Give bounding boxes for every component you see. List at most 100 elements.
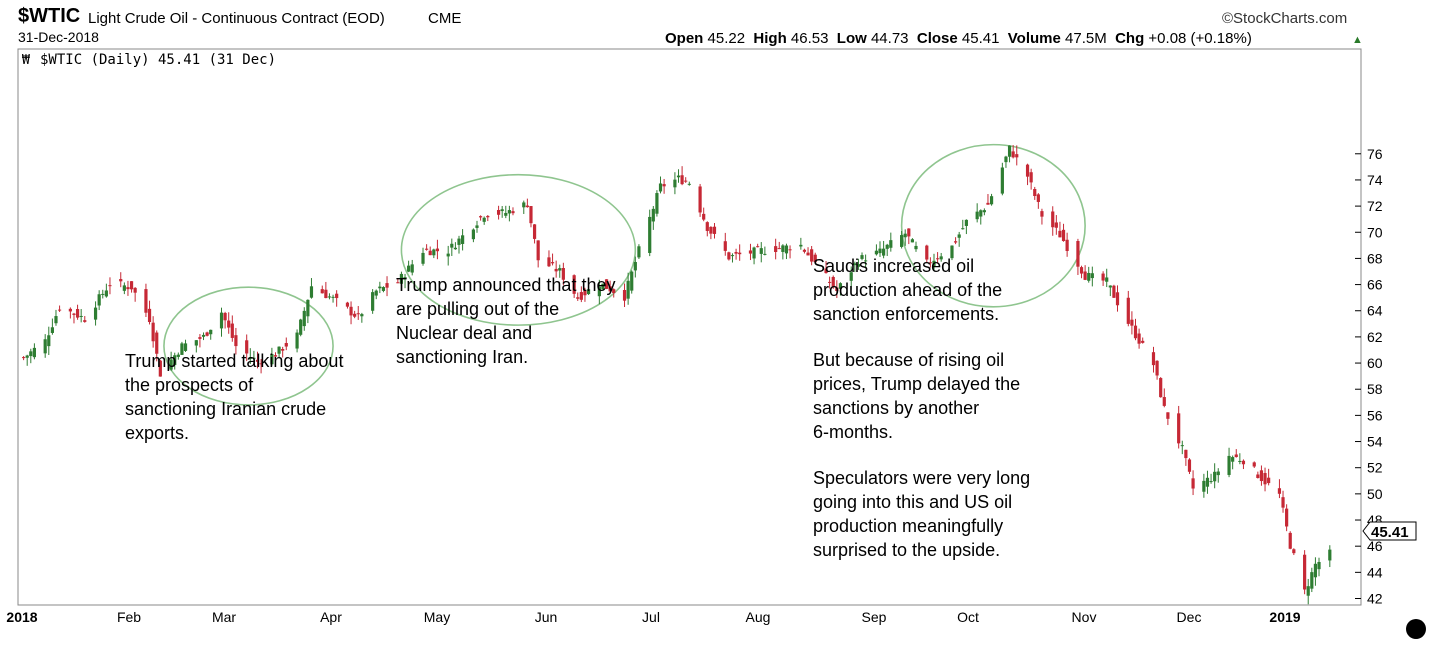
candle-body bbox=[925, 245, 929, 260]
candle-body bbox=[302, 310, 306, 327]
close-label: Close bbox=[916, 30, 958, 47]
candle-body bbox=[425, 248, 429, 250]
y-tick-label: 64 bbox=[1367, 303, 1383, 319]
candle-body bbox=[658, 183, 663, 192]
candle-body bbox=[648, 216, 652, 253]
candle-body bbox=[630, 271, 634, 291]
candle-body bbox=[194, 340, 198, 346]
candle-body bbox=[1004, 156, 1008, 163]
candle-body bbox=[1029, 172, 1033, 183]
candle-body bbox=[309, 286, 314, 298]
candle-body bbox=[702, 213, 706, 220]
candle-body bbox=[457, 238, 461, 245]
candle-body bbox=[1051, 211, 1055, 228]
candle-body bbox=[129, 281, 134, 290]
y-tick-label: 76 bbox=[1367, 146, 1383, 162]
candle-body bbox=[396, 282, 400, 284]
candle-body bbox=[378, 286, 382, 289]
candle-body bbox=[381, 287, 386, 291]
candle-body bbox=[1076, 241, 1080, 267]
candle-body bbox=[561, 268, 565, 280]
candle-body bbox=[1317, 561, 1321, 570]
candle-body bbox=[248, 357, 252, 359]
y-tick-label: 46 bbox=[1367, 538, 1383, 554]
candle-body bbox=[1288, 532, 1292, 549]
candle-body bbox=[864, 260, 868, 262]
candle-body bbox=[245, 340, 249, 354]
candle-body bbox=[234, 335, 238, 347]
candle-body bbox=[410, 264, 414, 273]
candle-body bbox=[698, 186, 702, 213]
x-tick-label: Apr bbox=[320, 609, 342, 625]
candle-body bbox=[1213, 471, 1217, 482]
candle-body bbox=[428, 250, 432, 256]
candle-body bbox=[1090, 273, 1094, 279]
candle-body bbox=[979, 210, 983, 217]
candle-body bbox=[97, 294, 101, 306]
candle-body bbox=[1227, 455, 1231, 475]
candle-body bbox=[327, 296, 332, 298]
candle-body bbox=[1137, 333, 1141, 344]
candle-body bbox=[349, 306, 353, 316]
candle-body bbox=[1231, 457, 1235, 462]
candle-body bbox=[1087, 272, 1091, 281]
candle-body bbox=[1285, 508, 1289, 527]
candle-body bbox=[784, 245, 789, 254]
y-tick-label: 44 bbox=[1367, 564, 1383, 580]
candle-body bbox=[356, 313, 360, 315]
candle-body bbox=[932, 260, 936, 267]
legend-text: $WTIC (Daily) 45.41 (31 Dec) bbox=[40, 52, 276, 68]
candle-body bbox=[633, 261, 637, 271]
candle-body bbox=[471, 229, 475, 240]
candle-body bbox=[583, 289, 587, 296]
candle-body bbox=[1065, 239, 1069, 251]
volume-value: 47.5M bbox=[1065, 30, 1107, 47]
candle-body bbox=[155, 332, 159, 354]
candle-body bbox=[810, 249, 814, 262]
candle-body bbox=[1234, 454, 1238, 458]
open-label: Open bbox=[665, 30, 704, 47]
candle-body bbox=[597, 286, 601, 297]
y-tick-label: 72 bbox=[1367, 198, 1383, 214]
candle-body bbox=[838, 283, 843, 289]
candle-body bbox=[511, 211, 515, 214]
candle-body bbox=[353, 313, 357, 317]
candle-body bbox=[227, 320, 231, 328]
candle-legend-icon: ₩ bbox=[22, 53, 30, 68]
candle-body bbox=[1025, 164, 1030, 177]
candle-body bbox=[1112, 285, 1116, 298]
y-tick-label: 52 bbox=[1367, 460, 1383, 476]
candle-body bbox=[320, 289, 324, 294]
candle-body bbox=[957, 234, 961, 238]
candle-body bbox=[953, 241, 958, 243]
candle-body bbox=[752, 247, 756, 259]
candle-body bbox=[828, 281, 832, 283]
candle-body bbox=[1015, 154, 1019, 158]
candle-body bbox=[421, 252, 425, 264]
candle-body bbox=[176, 354, 180, 357]
highlight-circles bbox=[163, 143, 1086, 406]
plot-frame bbox=[17, 48, 1362, 606]
candle-body bbox=[554, 268, 558, 272]
chg-value: +0.08 (+0.18%) bbox=[1148, 30, 1252, 47]
candle-body bbox=[1263, 473, 1267, 485]
candle-body bbox=[374, 290, 378, 296]
candle-body bbox=[1079, 267, 1084, 274]
candle-body bbox=[486, 215, 490, 218]
candle-body bbox=[802, 249, 807, 252]
annotation-oct-speculators: Speculators were very long going into th… bbox=[813, 468, 1031, 560]
candle-body bbox=[1130, 319, 1134, 326]
chart-date: 31-Dec-2018 bbox=[18, 29, 99, 45]
candle-body bbox=[730, 255, 735, 257]
x-tick-label: Sep bbox=[862, 609, 887, 625]
candle-body bbox=[608, 286, 612, 292]
legend: ₩ $WTIC (Daily) 45.41 (31 Dec) bbox=[22, 52, 276, 68]
candle-body bbox=[475, 225, 479, 228]
candle-body bbox=[928, 262, 932, 264]
candle-body bbox=[903, 233, 907, 238]
candle-body bbox=[43, 339, 47, 354]
y-tick-label: 54 bbox=[1367, 434, 1383, 450]
copyright-link[interactable]: ©StockCharts.com bbox=[1222, 10, 1348, 27]
candle-body bbox=[1166, 412, 1170, 419]
candle-body bbox=[75, 309, 80, 318]
